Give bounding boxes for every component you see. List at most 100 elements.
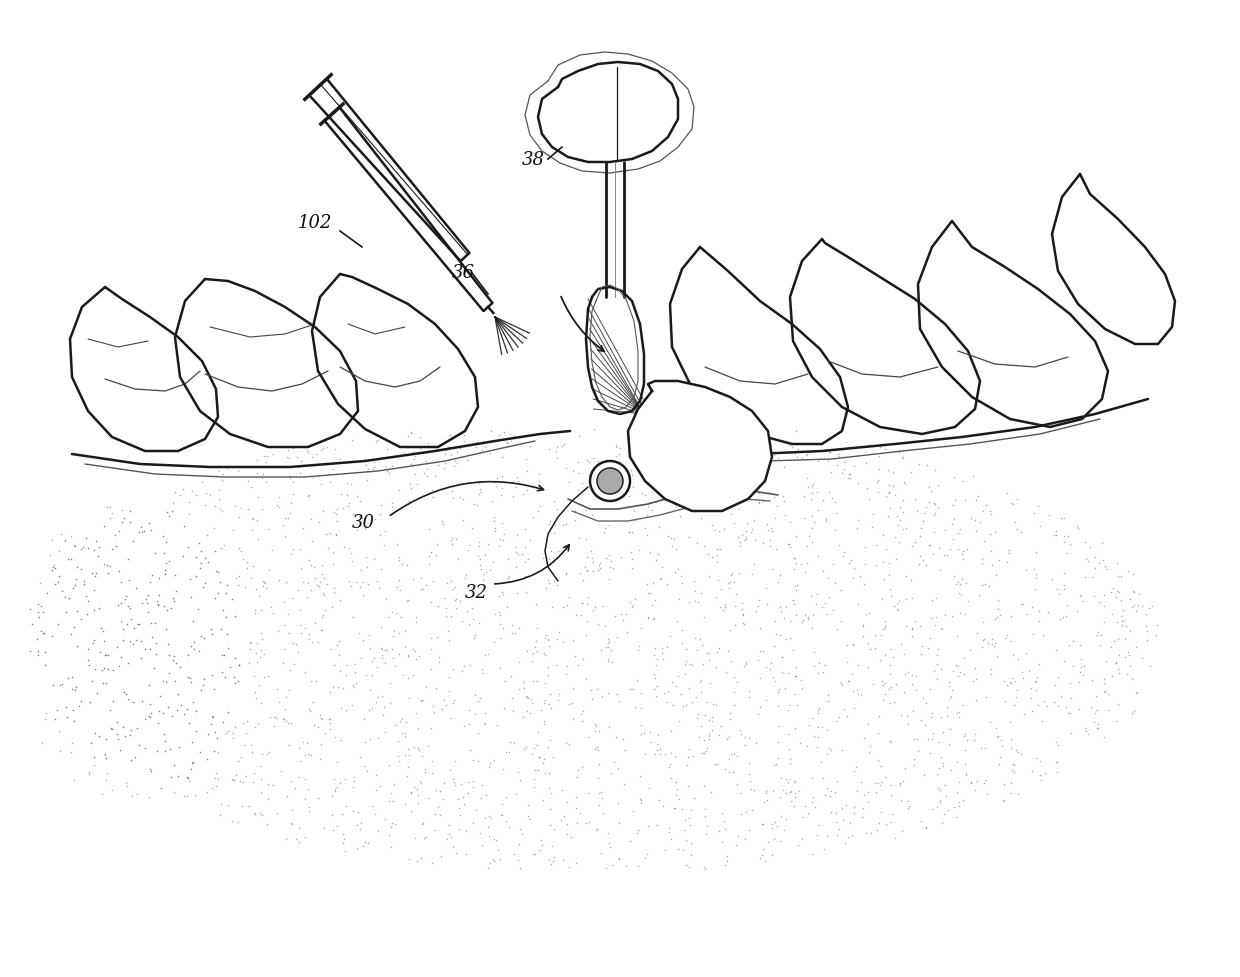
Point (164, 591, 184, 607)
Point (480, 760, 500, 776)
Point (208, 585, 228, 601)
Point (123, 533, 143, 549)
Point (950, 605, 970, 620)
Point (668, 668, 688, 684)
Point (722, 566, 742, 581)
Point (91, 645, 110, 660)
Point (647, 743, 667, 758)
Point (42, 677, 62, 693)
Point (671, 687, 691, 702)
Point (639, 455, 658, 471)
Point (82, 674, 102, 690)
Point (1070, 589, 1090, 605)
Point (87, 566, 107, 581)
Point (890, 778, 910, 793)
Point (914, 506, 934, 522)
Point (343, 803, 363, 819)
Point (553, 852, 573, 868)
Point (445, 592, 465, 608)
Point (893, 492, 913, 508)
Point (242, 523, 262, 538)
Point (906, 732, 926, 747)
Point (440, 428, 460, 444)
Point (165, 674, 185, 690)
Point (637, 611, 657, 626)
Point (33, 625, 53, 641)
Point (546, 444, 565, 459)
Point (226, 676, 246, 692)
Point (727, 675, 746, 691)
Point (699, 726, 719, 742)
Point (463, 600, 482, 616)
Point (128, 616, 148, 632)
Text: 102: 102 (298, 214, 332, 232)
Point (534, 713, 554, 729)
Point (212, 648, 232, 663)
Point (148, 597, 167, 613)
Point (109, 658, 129, 674)
Point (999, 714, 1019, 730)
Point (961, 642, 981, 658)
Point (91, 620, 110, 636)
Point (169, 740, 188, 755)
Point (1081, 700, 1101, 715)
Point (215, 537, 234, 553)
Point (257, 580, 277, 596)
Point (340, 573, 360, 589)
Point (193, 579, 213, 595)
Point (753, 445, 773, 460)
Point (830, 448, 849, 464)
Point (247, 635, 267, 651)
Point (324, 544, 343, 560)
Point (854, 577, 874, 593)
Point (444, 695, 464, 710)
Point (547, 441, 567, 456)
Point (79, 695, 99, 710)
Point (454, 719, 474, 735)
Point (422, 631, 441, 647)
Point (606, 729, 626, 744)
Point (1118, 564, 1138, 579)
Point (901, 628, 921, 644)
Point (538, 667, 558, 683)
Point (538, 631, 558, 647)
Point (469, 616, 489, 631)
Point (934, 806, 954, 822)
Point (67, 572, 87, 587)
Point (74, 576, 94, 592)
Point (608, 795, 627, 811)
Point (298, 488, 317, 504)
Point (115, 729, 135, 744)
Point (448, 456, 467, 472)
Point (58, 670, 78, 686)
Point (822, 557, 842, 573)
Point (780, 515, 800, 531)
Point (621, 468, 641, 484)
Point (1105, 634, 1125, 650)
Point (1096, 654, 1116, 669)
Point (363, 462, 383, 478)
Point (781, 793, 801, 809)
Point (760, 661, 780, 677)
Point (720, 622, 740, 638)
Point (861, 826, 880, 841)
Point (181, 674, 201, 690)
Point (162, 653, 182, 668)
Point (769, 719, 789, 735)
Point (599, 518, 619, 533)
Point (337, 488, 357, 503)
Point (343, 774, 363, 789)
Point (971, 741, 991, 756)
Point (753, 535, 773, 551)
Point (140, 762, 160, 778)
Point (954, 544, 973, 560)
Point (64, 713, 84, 729)
Point (388, 753, 408, 769)
Point (434, 590, 454, 606)
Point (126, 580, 146, 596)
Point (763, 816, 782, 831)
Point (92, 662, 112, 678)
Point (606, 440, 626, 455)
Point (802, 477, 822, 492)
Point (947, 668, 967, 684)
